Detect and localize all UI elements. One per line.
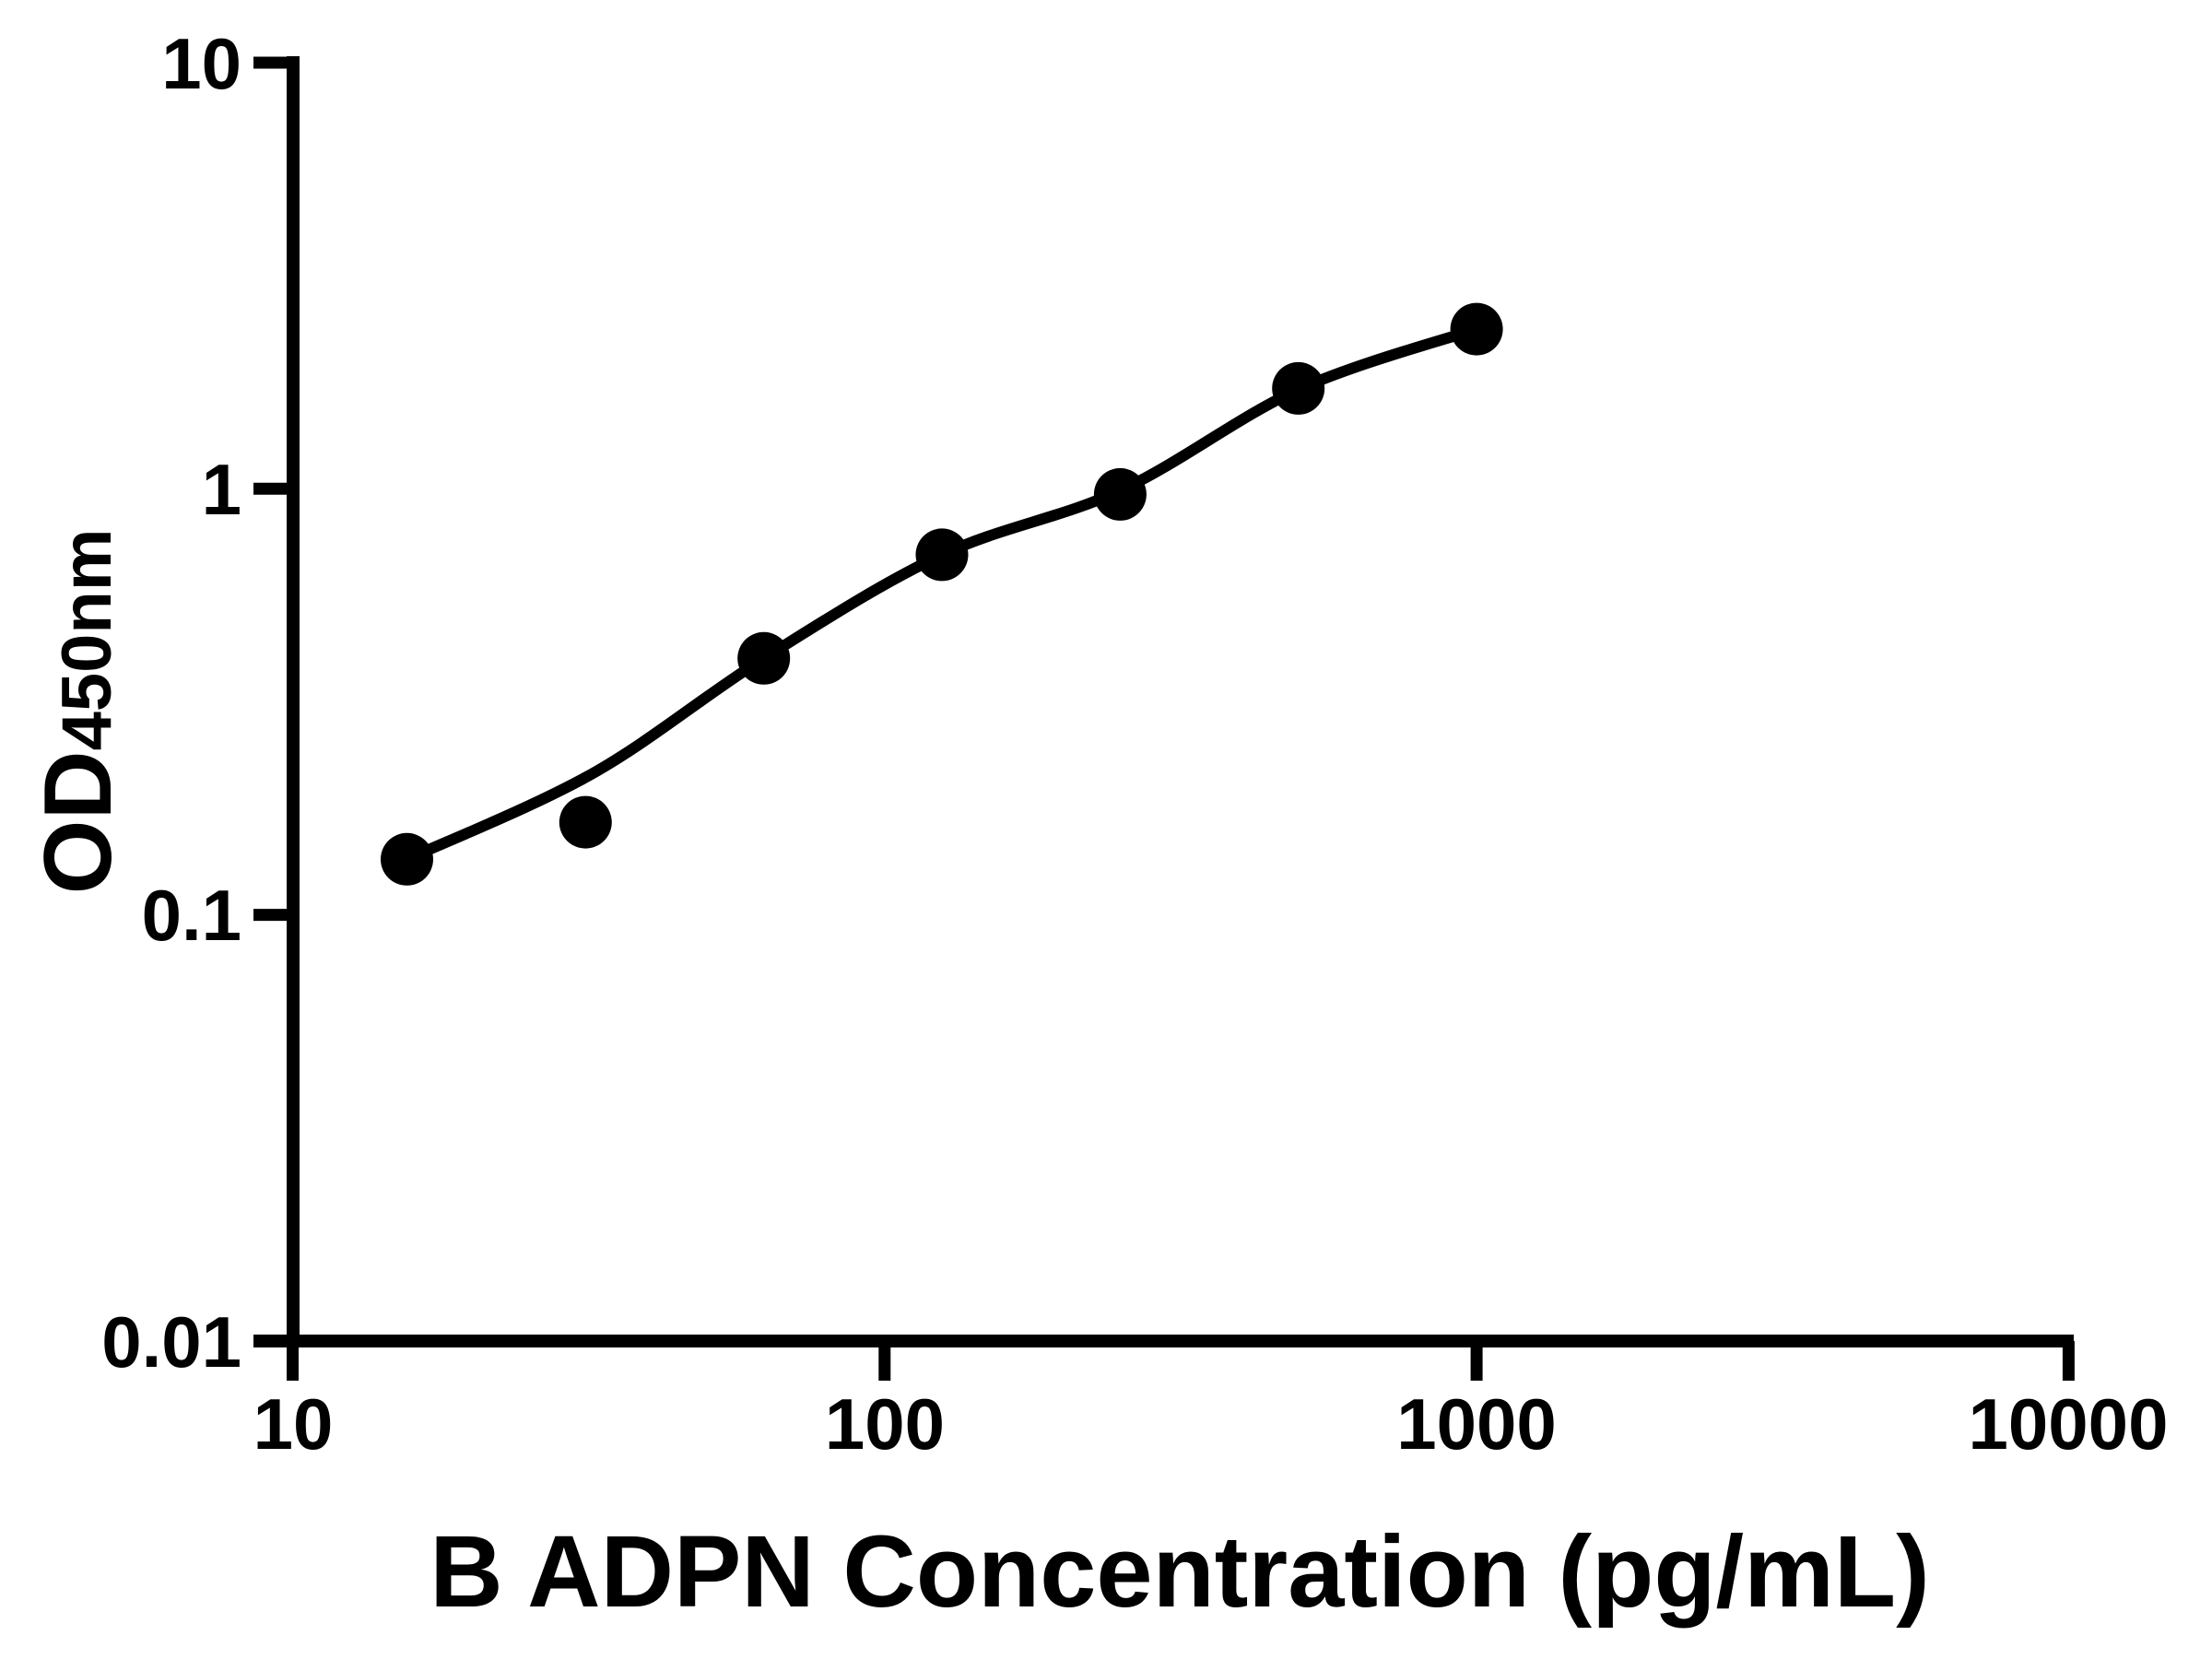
y-tick-labels: 10 1 0.1 0.01: [101, 23, 241, 1382]
x-tick-label-10: 10: [253, 1383, 334, 1465]
y-axis-title-main: OD: [25, 750, 132, 894]
x-tick-label-10000: 10000: [1969, 1383, 2169, 1465]
x-axis-title: B ADPN Concentration (pg/mL): [429, 1515, 1930, 1629]
x-tick-label-1000: 1000: [1396, 1383, 1557, 1465]
y-tick-label-0.1: 0.1: [142, 875, 241, 956]
data-point-1000: [1450, 302, 1503, 356]
y-axis-title-sub: 450nm: [48, 529, 126, 751]
data-point-15.6: [381, 832, 433, 886]
fit-curve: [401, 324, 1483, 865]
x-tick-label-100: 100: [825, 1383, 945, 1465]
data-point-31.25: [559, 795, 612, 849]
plot-area: [253, 56, 2075, 1381]
data-point-250: [1093, 467, 1147, 521]
y-axis-title: OD450nm: [25, 529, 132, 895]
y-tick-label-10: 10: [161, 23, 241, 104]
data-point-500: [1272, 361, 1325, 415]
data-point-62.5: [737, 631, 791, 685]
data-point-125: [915, 528, 969, 582]
y-tick-label-1: 1: [202, 449, 241, 530]
y-tick-label-0.01: 0.01: [101, 1301, 241, 1382]
x-tick-labels: 10 100 1000 10000: [253, 1383, 2169, 1465]
